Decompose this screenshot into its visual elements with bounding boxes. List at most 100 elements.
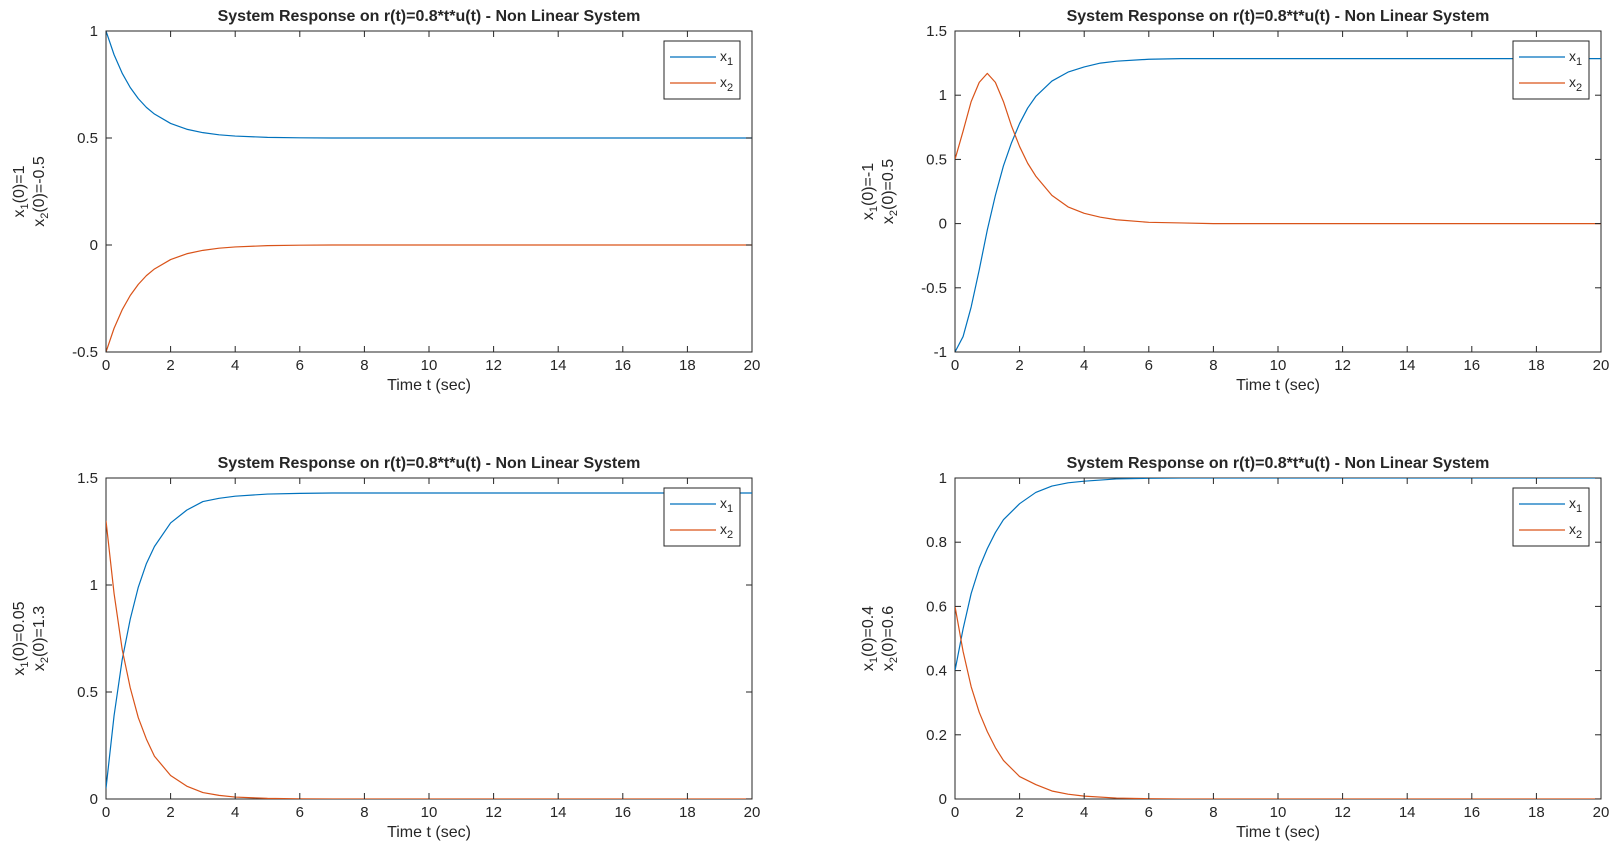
y-tick-label: 1	[939, 87, 947, 104]
x-tick-label: 10	[1270, 804, 1287, 821]
x-tick-label: 20	[744, 804, 761, 821]
y-axis-label-line-2: x2(0)=0.5	[880, 159, 900, 224]
y-tick-label: 0.2	[926, 727, 947, 744]
y-axis-label-text: x1(0)=1	[11, 165, 31, 217]
y-tick-label: 0.5	[77, 130, 98, 147]
x-tick-label: 2	[166, 804, 174, 821]
x-tick-label: 14	[550, 804, 567, 821]
x-tick-label: 18	[1528, 804, 1545, 821]
x-tick-label: 8	[360, 357, 368, 374]
y-axis-label-text: x2(0)=0.5	[880, 159, 900, 224]
x-tick-label: 2	[1015, 804, 1023, 821]
y-tick-label: 1	[90, 23, 98, 40]
y-tick-label: 1	[90, 577, 98, 594]
x-tick-label: 4	[231, 804, 239, 821]
x-tick-label: 10	[1270, 357, 1287, 374]
subplot-3: 0 2 4 6 8 10 12 14 16 18 20 0 0.5 1 1.5 System Response…	[11, 455, 760, 841]
series-line-x1	[106, 492, 752, 789]
x-tick-label: 12	[485, 804, 502, 821]
x-tick-label: 20	[744, 357, 761, 374]
axes-box	[954, 477, 1602, 800]
x-tick-label: 20	[1593, 804, 1610, 821]
x-tick-label: 14	[1399, 357, 1416, 374]
series-line-x1	[955, 58, 1601, 352]
chart-title: System Response on r(t)=0.8*t*u(t) - Non…	[1067, 455, 1490, 472]
y-tick-label: 0.4	[926, 663, 947, 680]
x-tick-label: 6	[296, 357, 304, 374]
y-axis-label-line-2: x2(0)=1.3	[31, 606, 51, 671]
legend-box	[663, 40, 741, 100]
x-axis-label: Time t (sec)	[1236, 377, 1320, 394]
y-tick-label: 0.5	[77, 684, 98, 701]
x-tick-label: 8	[1209, 357, 1217, 374]
legend-box	[1512, 487, 1590, 547]
legend-label-x2: x2	[1569, 521, 1582, 541]
x-tick-label: 14	[1399, 804, 1416, 821]
y-tick-label: 0	[939, 216, 947, 233]
y-tick-label: -0.5	[921, 280, 947, 297]
legend-label-x2: x2	[720, 74, 733, 94]
y-axis-label-text: x2(0)=1.3	[31, 606, 51, 671]
y-tick-label: 0.8	[926, 534, 947, 551]
series-line-x2	[955, 606, 1601, 799]
x-tick-label: 12	[1334, 804, 1351, 821]
x-tick-label: 16	[614, 804, 631, 821]
x-tick-label: 2	[1015, 357, 1023, 374]
axes-box	[105, 30, 753, 353]
legend-box	[663, 487, 741, 547]
y-tick-label: 0	[939, 791, 947, 808]
series-line-x2	[106, 520, 752, 799]
y-tick-label: -0.5	[72, 344, 98, 361]
y-axis-label-text: x1(0)=0.4	[860, 606, 880, 671]
x-tick-label: 4	[1080, 357, 1088, 374]
x-axis-label: Time t (sec)	[387, 824, 471, 841]
series-line-x2	[106, 244, 752, 352]
y-axis-label-text: x2(0)=0.6	[880, 606, 900, 671]
legend-label-x1: x1	[1569, 495, 1582, 515]
x-tick-label: 4	[231, 357, 239, 374]
x-tick-label: 14	[550, 357, 567, 374]
legend-label-x1: x1	[1569, 48, 1582, 68]
axes-box	[954, 30, 1602, 353]
y-tick-label: 0.6	[926, 598, 947, 615]
y-axis-label-line-2: x2(0)=0.6	[880, 606, 900, 671]
y-axis-label-text: x2(0)=-0.5	[31, 156, 51, 227]
y-tick-label: 0	[90, 791, 98, 808]
x-tick-label: 18	[1528, 357, 1545, 374]
legend-label-x2: x2	[1569, 74, 1582, 94]
series-line-x2	[955, 72, 1601, 225]
y-axis-label-line-1: x1(0)=-1	[860, 163, 880, 220]
x-tick-label: 16	[1463, 804, 1480, 821]
axes-box	[105, 477, 753, 800]
chart-title: System Response on r(t)=0.8*t*u(t) - Non…	[218, 8, 641, 25]
x-tick-label: 4	[1080, 804, 1088, 821]
x-tick-label: 12	[1334, 357, 1351, 374]
legend-box	[1512, 40, 1590, 100]
x-tick-label: 18	[679, 357, 696, 374]
x-tick-label: 0	[951, 357, 959, 374]
x-tick-label: 18	[679, 804, 696, 821]
series-line-x1	[106, 31, 752, 139]
series-line-x1	[955, 478, 1601, 671]
x-tick-label: 12	[485, 357, 502, 374]
y-tick-label: 0	[90, 237, 98, 254]
subplot-2: 0 2 4 6 8 10 12 14 16 18 20 -1 -0.5 0 0.5 1 1.5 System Re…	[860, 8, 1609, 394]
x-tick-label: 2	[166, 357, 174, 374]
y-axis-label-line-1: x1(0)=0.05	[11, 601, 31, 675]
y-axis-label-line-2: x2(0)=-0.5	[31, 156, 51, 227]
x-tick-label: 16	[614, 357, 631, 374]
chart-title: System Response on r(t)=0.8*t*u(t) - Non…	[1067, 8, 1490, 25]
y-axis-label-line-1: x1(0)=0.4	[860, 606, 880, 671]
chart-title: System Response on r(t)=0.8*t*u(t) - Non…	[218, 455, 641, 472]
legend-label-x2: x2	[720, 521, 733, 541]
y-tick-label: -1	[934, 344, 947, 361]
x-tick-label: 10	[421, 357, 438, 374]
x-tick-label: 16	[1463, 357, 1480, 374]
y-axis-label-text: x1(0)=-1	[860, 163, 880, 220]
x-tick-label: 6	[1145, 804, 1153, 821]
